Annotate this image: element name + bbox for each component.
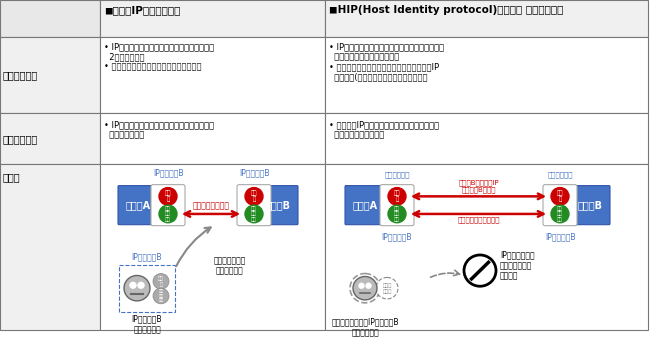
Bar (325, 113, 648, 164)
Text: IPアドレスB
は容易に取得: IPアドレスB は容易に取得 (132, 314, 162, 334)
Text: ◼従来のIPネットワーク: ◼従来のIPネットワーク (104, 5, 181, 15)
Circle shape (138, 282, 144, 288)
Text: アドレス(ロケーション）情報が得られる: アドレス(ロケーション）情報が得られる (329, 73, 428, 82)
Circle shape (124, 275, 150, 301)
Bar (325, 0, 648, 37)
Text: 認証無しで繋がる: 認証無しで繋がる (192, 201, 229, 210)
Text: • 第三者はIPアドレス（ロケーション）が分か: • 第三者はIPアドレス（ロケーション）が分か (329, 120, 439, 129)
FancyBboxPatch shape (118, 186, 158, 225)
Circle shape (153, 288, 169, 304)
Circle shape (350, 274, 380, 303)
Bar (325, 164, 648, 330)
Text: 概要図: 概要図 (3, 172, 21, 182)
FancyBboxPatch shape (380, 185, 414, 226)
Circle shape (388, 205, 406, 223)
Text: ロケ
ーシ
ョン: ロケ ーシ ョン (394, 206, 400, 222)
Text: ◼HIP(Host Identity protocol)を用いた ネットワーク: ◼HIP(Host Identity protocol)を用いた ネットワーク (329, 5, 564, 15)
Text: 識別
子: 識別 子 (158, 276, 164, 287)
Circle shape (130, 282, 136, 288)
Text: 識別
子: 識別 子 (557, 190, 564, 202)
Text: ロケ
ーシ
ョン: ロケ ーシ ョン (251, 206, 257, 222)
Text: IPアドレスB: IPアドレスB (239, 169, 269, 178)
Text: • 通信開始前にホスト識別子の相互認証後、IP: • 通信開始前にホスト識別子の相互認証後、IP (329, 63, 439, 71)
Text: ロケ
ーシ
ョン: ロケ ーシ ョン (159, 289, 164, 303)
Text: ロケ
ーシ
ョン: ロケ ーシ ョン (165, 206, 171, 222)
Circle shape (353, 276, 377, 300)
Text: ホストBから直接IP
アドレスBを取得: ホストBから直接IP アドレスBを取得 (458, 179, 499, 193)
Text: IPアドレスB: IPアドレスB (132, 253, 162, 262)
FancyBboxPatch shape (570, 186, 610, 225)
Text: ホスト識別子: ホスト識別子 (547, 171, 573, 178)
FancyBboxPatch shape (258, 186, 298, 225)
FancyBboxPatch shape (345, 186, 385, 225)
Circle shape (551, 188, 569, 205)
Text: セキュリティ: セキュリティ (3, 134, 38, 144)
Text: ホスト識別子: ホスト識別子 (384, 171, 410, 178)
Text: • IPアドレスさえ知っていれば、どこから・誰: • IPアドレスさえ知っていれば、どこから・誰 (104, 120, 214, 129)
Text: 相互認証後につながる: 相互認証後につながる (457, 217, 500, 223)
Circle shape (153, 274, 169, 289)
Text: 2つ役割を持つ: 2つ役割を持つ (104, 52, 144, 61)
Bar (0, 37, 100, 113)
Circle shape (464, 255, 496, 286)
Text: ロケー
ション: ロケー ション (382, 283, 392, 293)
Text: IPアドレスがわ
からないため繋
がらない: IPアドレスがわ からないため繋 がらない (500, 251, 534, 280)
Text: 技術的な特徴: 技術的な特徴 (3, 70, 38, 80)
Text: ロケ
ーシ
ョン: ロケ ーシ ョン (557, 206, 563, 222)
Bar (325, 37, 648, 113)
Bar (119, 265, 175, 312)
Text: IPアドレスB: IPアドレスB (382, 233, 412, 241)
FancyBboxPatch shape (237, 185, 271, 226)
Circle shape (376, 277, 398, 299)
Bar (100, 113, 325, 164)
FancyBboxPatch shape (151, 185, 185, 226)
Text: ホストA: ホストA (352, 200, 378, 210)
Text: ホストA: ホストA (125, 200, 151, 210)
Bar (100, 164, 325, 330)
Text: 識別
子: 識別 子 (164, 190, 171, 202)
Text: ホストB: ホストB (265, 200, 291, 210)
Bar (0, 0, 100, 37)
Text: らないため繋がらない: らないため繋がらない (329, 131, 384, 139)
Circle shape (359, 283, 364, 288)
Bar (0, 113, 100, 164)
Circle shape (366, 283, 371, 288)
Text: IPアドレスB: IPアドレスB (545, 233, 575, 241)
Circle shape (551, 205, 569, 223)
Text: どこから・誰か
らでも繋がる: どこから・誰か らでも繋がる (214, 256, 246, 275)
Text: ホストB: ホストB (577, 200, 603, 210)
Bar (0, 164, 100, 330)
Circle shape (159, 205, 177, 223)
Circle shape (388, 188, 406, 205)
Text: 相互認証なしではIPアドレスB
が得られない: 相互認証なしではIPアドレスB が得られない (332, 318, 398, 337)
FancyBboxPatch shape (543, 185, 577, 226)
Text: 識別
子: 識別 子 (394, 190, 400, 202)
Text: • IPアドレスからホスト識別子の役割を分離し、: • IPアドレスからホスト識別子の役割を分離し、 (329, 42, 444, 51)
Bar (100, 37, 325, 113)
Circle shape (245, 188, 263, 205)
Circle shape (159, 188, 177, 205)
Bar (100, 0, 325, 37)
Text: 別にホスト識別子を定義する: 別にホスト識別子を定義する (329, 52, 399, 61)
Text: 識別
子: 識別 子 (251, 190, 257, 202)
Text: からでも繋がる: からでも繋がる (104, 131, 144, 139)
Circle shape (245, 205, 263, 223)
Text: • ホスト間の認証なしに通信が始められる: • ホスト間の認証なしに通信が始められる (104, 63, 202, 71)
Text: • IPアドレスがホスト識別子とロケーションの: • IPアドレスがホスト識別子とロケーションの (104, 42, 214, 51)
Text: IPアドレスB: IPアドレスB (153, 169, 183, 178)
